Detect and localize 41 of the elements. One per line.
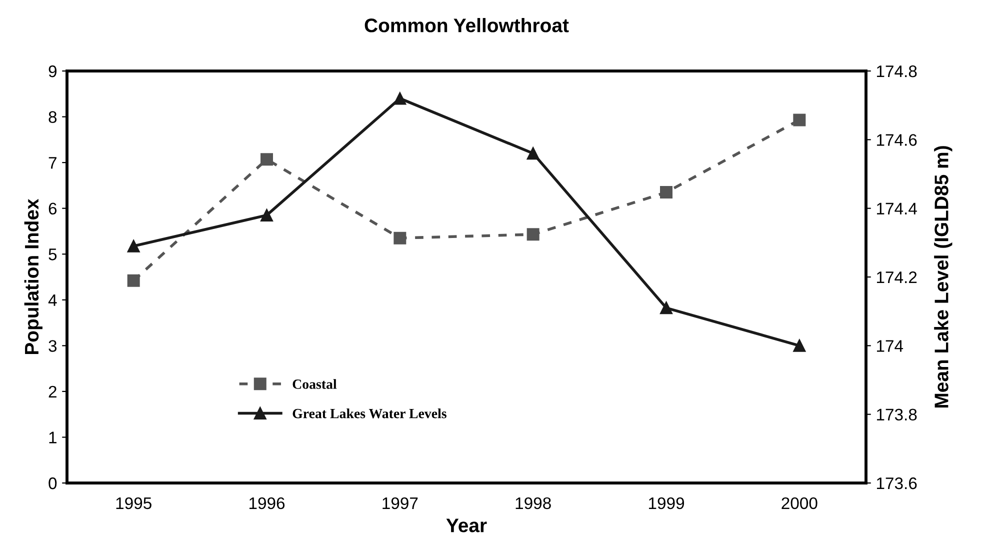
y-tick-label: 6 (48, 202, 57, 215)
point (793, 114, 806, 126)
x-tick-label: 1999 (648, 497, 684, 510)
legend-label: Great Lakes Water Levels (292, 408, 446, 418)
x-tick-label: 1997 (382, 497, 418, 510)
y2-tick-label: 174.8 (876, 65, 917, 78)
y-tick-label: 2 (48, 386, 56, 398)
y-tick-label: 5 (48, 248, 57, 260)
point (660, 302, 672, 314)
y2-tick-label: 174 (876, 340, 904, 352)
y-axis-title: Population Index (24, 198, 42, 354)
point (127, 274, 140, 287)
y2-tick-label: 173.6 (876, 477, 917, 490)
y-tick-label: 4 (48, 294, 57, 306)
point (127, 240, 140, 252)
x-tick-label: 2000 (782, 497, 818, 510)
point (394, 232, 406, 244)
y2-tick-label: 174.6 (876, 134, 917, 146)
x-axis-title: Year (446, 518, 487, 532)
point (793, 339, 806, 352)
y-tick-label: 1 (49, 432, 56, 444)
y-tick-label: 0 (48, 477, 57, 490)
y-tick-label: 8 (48, 111, 57, 123)
legend-label: Coastal (292, 379, 337, 389)
point (526, 228, 540, 241)
chart-title: Common Yellowthroat (364, 18, 569, 32)
x-tick-label: 1998 (516, 497, 551, 510)
x-tick-label: 1996 (249, 497, 285, 510)
y-tick-label: 7 (48, 157, 56, 169)
point (526, 147, 540, 160)
point (260, 208, 273, 222)
point (660, 186, 672, 199)
y-tick-label: 9 (48, 65, 56, 78)
point (260, 153, 273, 166)
y2-tick-label: 173.8 (876, 408, 917, 421)
x-tick-label: 1995 (116, 497, 152, 510)
point (394, 92, 406, 105)
y2-tick-label: 174.4 (876, 202, 917, 214)
y-tick-label: 3 (48, 340, 57, 352)
y2-axis-title: Mean Lake Level (IGLD85 m) (934, 146, 952, 408)
y2-tick-label: 174.2 (876, 271, 917, 284)
